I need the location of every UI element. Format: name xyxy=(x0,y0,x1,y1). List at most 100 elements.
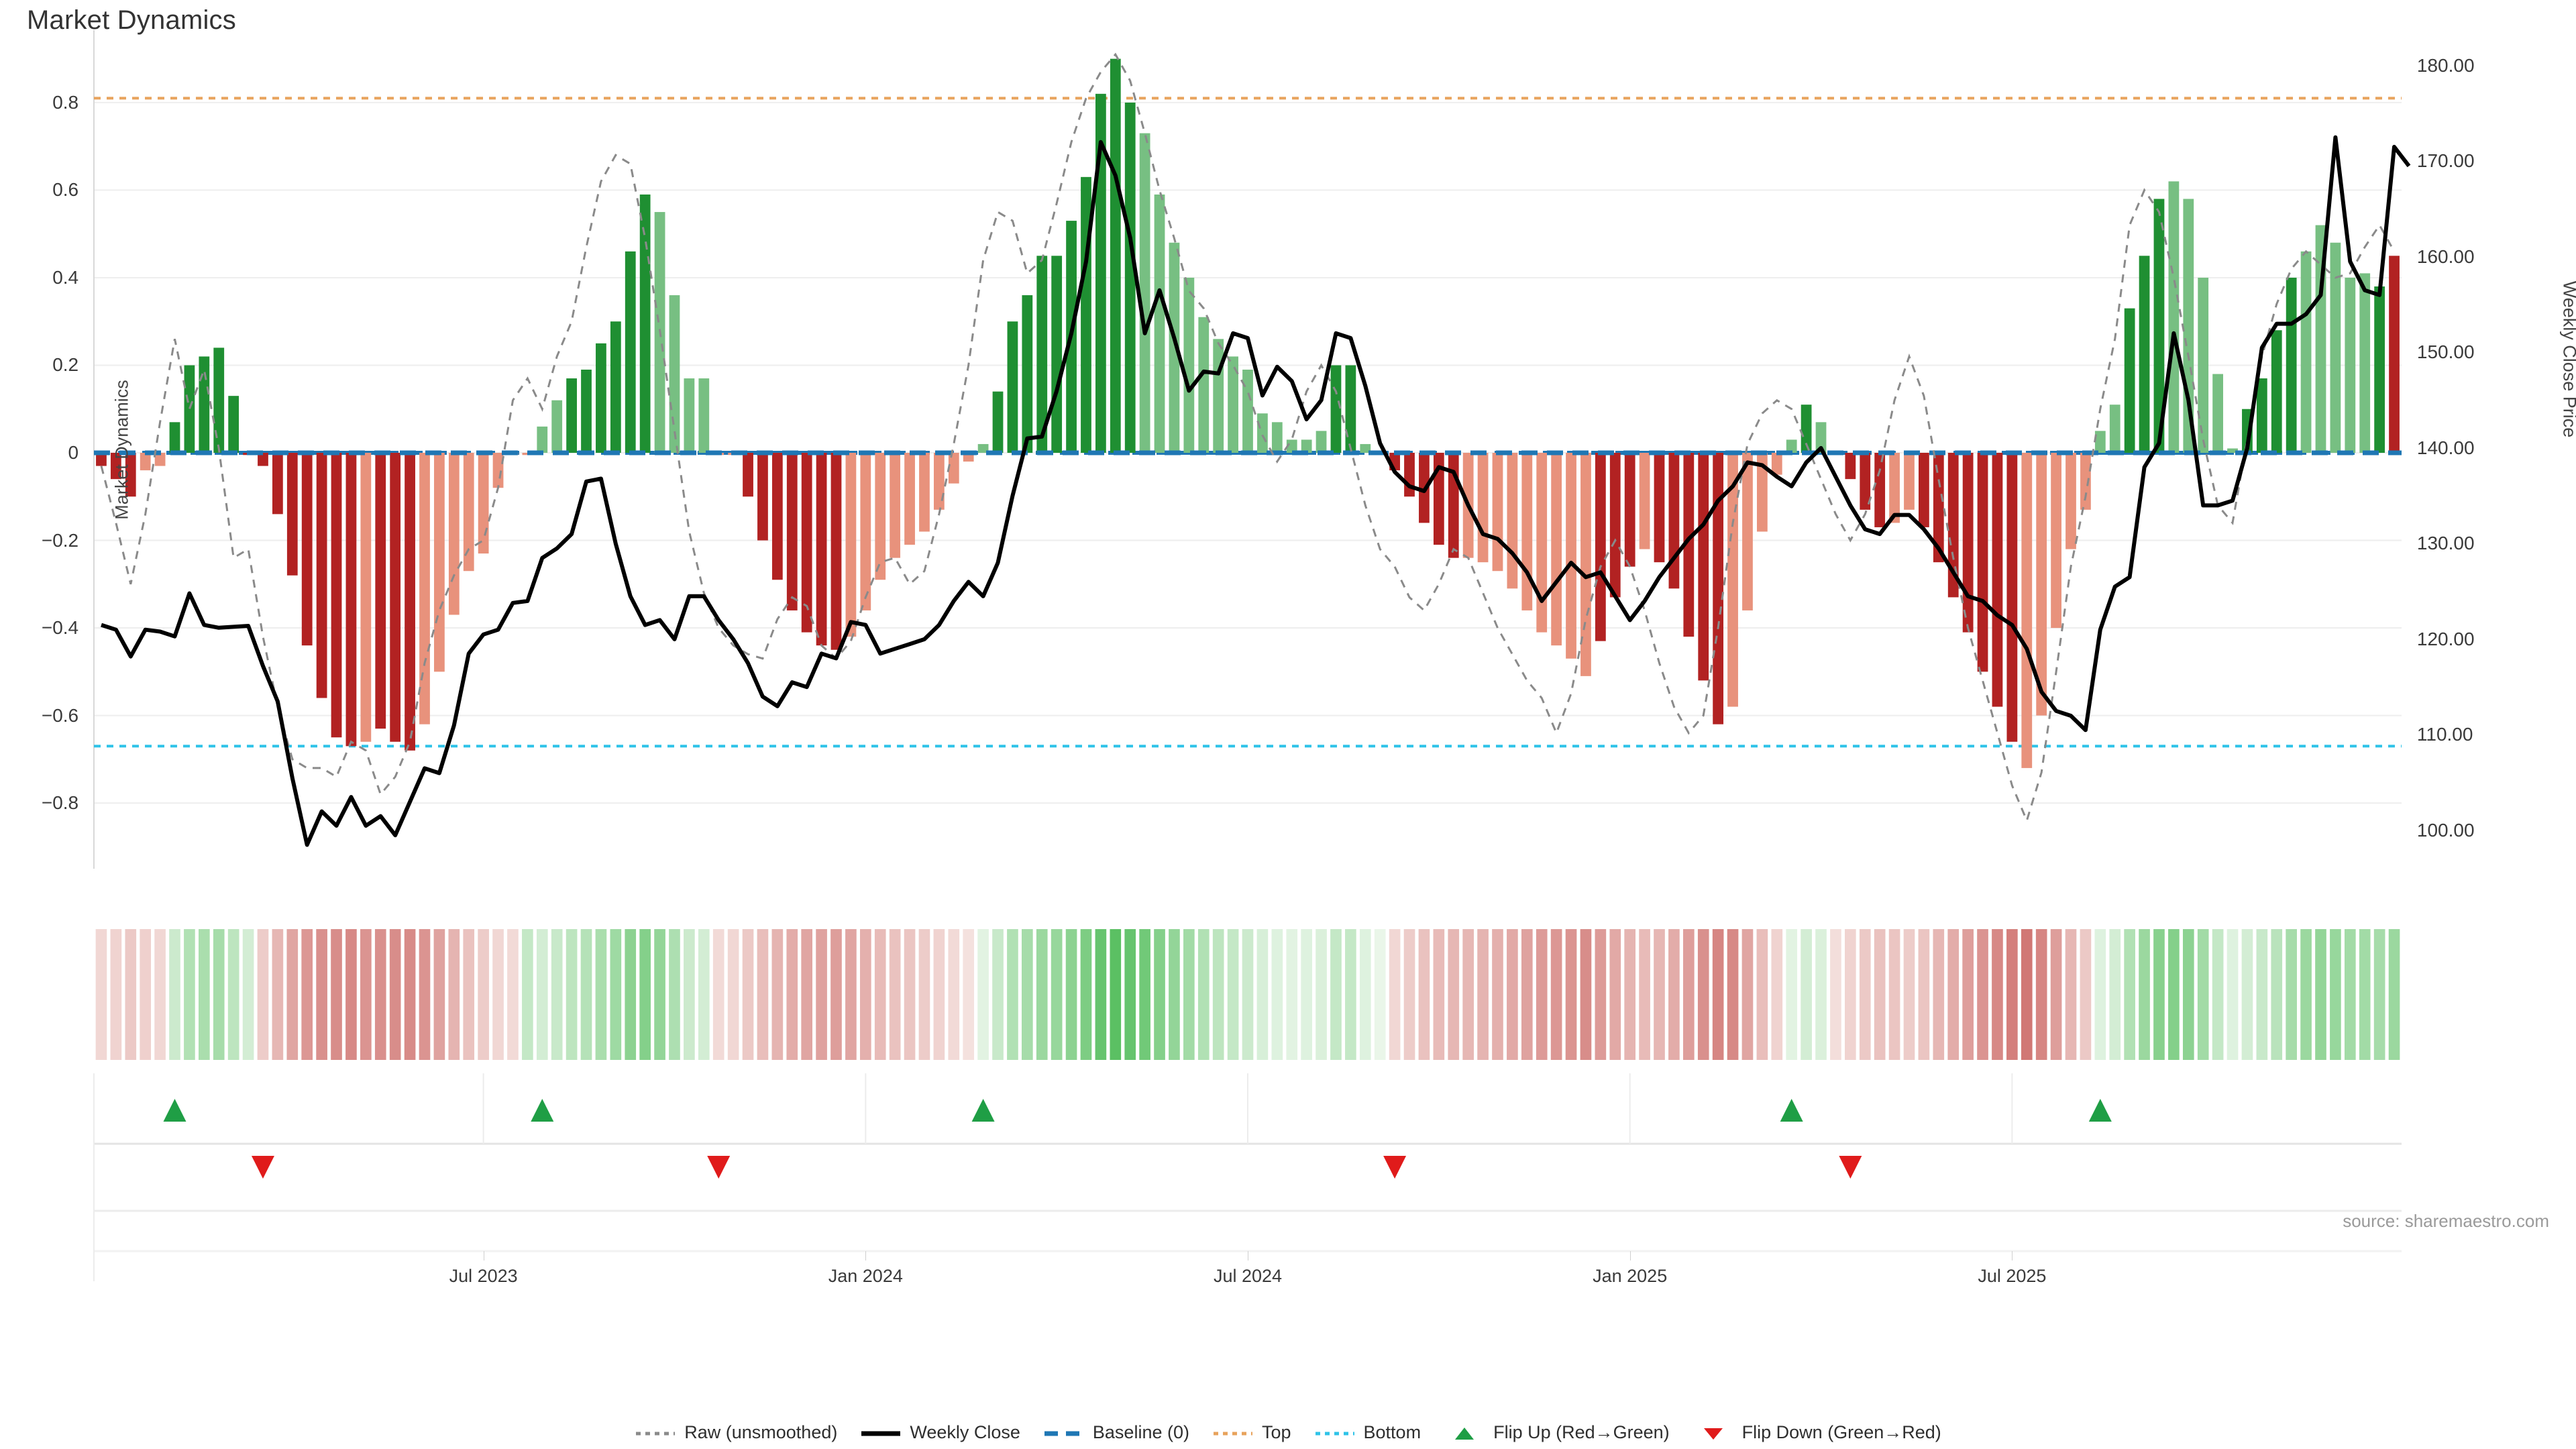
heatmap-cell xyxy=(1801,929,1812,1060)
heatmap-cell xyxy=(2182,929,2194,1060)
heatmap-cell xyxy=(1286,929,1298,1060)
bar xyxy=(1727,453,1738,707)
bar xyxy=(2286,277,2297,453)
bar xyxy=(1022,295,1033,453)
bar xyxy=(110,453,121,480)
bar xyxy=(1228,356,1238,453)
bar xyxy=(1095,93,1106,453)
flip-down-marker xyxy=(251,1156,274,1179)
heatmap-cell xyxy=(1271,929,1283,1060)
main-plot-svg xyxy=(93,30,2411,869)
bar xyxy=(816,453,827,646)
heatmap-cell xyxy=(463,929,475,1060)
bar xyxy=(1947,453,1959,598)
heatmap-cell xyxy=(1727,929,1739,1060)
bar xyxy=(610,321,621,453)
heatmap-cell xyxy=(1624,929,1636,1060)
bar xyxy=(1271,422,1283,453)
bar xyxy=(1110,58,1121,453)
heatmap-cell xyxy=(1521,929,1533,1060)
legend-item[interactable]: Flip Up (Red→Green) xyxy=(1444,1422,1670,1443)
x-axis-tick-label: Jul 2024 xyxy=(1213,1266,1283,1286)
y-axis-tick-left: −0.8 xyxy=(41,792,79,814)
legend-item[interactable]: Baseline (0) xyxy=(1043,1422,1189,1443)
y-axis-label-left: Market Dynamics xyxy=(111,380,132,520)
bar xyxy=(169,422,180,453)
raw-unsmoothed-line xyxy=(100,52,2396,824)
legend-item[interactable]: Flip Down (Green→Red) xyxy=(1693,1422,1941,1443)
heatmap-cell xyxy=(1859,929,1871,1060)
legend-item[interactable]: Raw (unsmoothed) xyxy=(635,1422,837,1443)
bar xyxy=(2124,308,2135,453)
bar xyxy=(463,453,474,572)
bar xyxy=(1198,317,1210,453)
bar xyxy=(2212,374,2224,453)
heatmap-cell xyxy=(1301,929,1312,1060)
heatmap-cell xyxy=(1786,929,1798,1060)
heatmap-cell xyxy=(1139,929,1150,1060)
bar xyxy=(919,453,930,532)
heatmap-cell xyxy=(2050,929,2062,1060)
legend-swatch-dotted-line xyxy=(1314,1426,1356,1440)
heatmap-cell xyxy=(1712,929,1724,1060)
legend-item[interactable]: Top xyxy=(1212,1422,1291,1443)
bar xyxy=(1242,370,1253,453)
legend-label: Weekly Close xyxy=(910,1422,1020,1442)
bar xyxy=(845,453,857,637)
bar xyxy=(625,251,636,453)
heatmap-cell xyxy=(1874,929,1886,1060)
flip-up-marker xyxy=(531,1099,554,1122)
x-axis-tick-mark xyxy=(1629,1251,1631,1260)
heatmap-cell xyxy=(2197,929,2209,1060)
bar xyxy=(1609,453,1621,598)
bar xyxy=(1566,453,1576,659)
x-axis-tick-label: Jul 2023 xyxy=(449,1266,518,1286)
y-axis-tick-right: 140.00 xyxy=(2416,437,2475,458)
heatmap-cell xyxy=(536,929,548,1060)
bar xyxy=(2374,286,2385,453)
heatmap-cell xyxy=(1051,929,1063,1060)
heatmap-cell xyxy=(698,929,710,1060)
legend-swatch-dotted-line xyxy=(1212,1426,1254,1440)
bar xyxy=(1330,365,1342,453)
bar xyxy=(1815,422,1827,453)
bar xyxy=(125,453,136,497)
bar xyxy=(1654,453,1665,563)
heatmap-cell xyxy=(1741,929,1754,1060)
legend-label: Flip Up (Red→Green) xyxy=(1493,1422,1670,1442)
bar xyxy=(1536,453,1548,633)
bar xyxy=(977,443,989,453)
heatmap-cell xyxy=(889,929,901,1060)
bar xyxy=(405,453,415,751)
heatmap-cell xyxy=(2271,929,2283,1060)
heatmap-cell xyxy=(801,929,813,1060)
bar xyxy=(1301,439,1312,453)
heatmap-cell xyxy=(1212,929,1224,1060)
heatmap-cell xyxy=(2109,929,2121,1060)
bar xyxy=(771,453,783,580)
heatmap-cell xyxy=(933,929,945,1060)
heatmap-cell xyxy=(742,929,754,1060)
bar xyxy=(199,356,210,453)
heatmap-cell xyxy=(771,929,784,1060)
heatmap-cell xyxy=(316,929,327,1060)
heatmap-cell xyxy=(2153,929,2165,1060)
legend-item[interactable]: Bottom xyxy=(1314,1422,1421,1443)
heatmap-cell xyxy=(1065,929,1077,1060)
heatmap-cell xyxy=(992,929,1004,1060)
heatmap-cell xyxy=(374,929,386,1060)
bar xyxy=(2389,256,2400,453)
bar xyxy=(743,453,753,497)
heatmap-cell xyxy=(1169,929,1180,1060)
bar xyxy=(1507,453,1518,589)
bar xyxy=(1801,405,1812,453)
bar xyxy=(2153,199,2165,453)
heatmap-cell xyxy=(1418,929,1430,1060)
y-axis-tick-left: 0.2 xyxy=(52,354,79,376)
heatmap-cell xyxy=(727,929,739,1060)
heatmap-cell xyxy=(1154,929,1165,1060)
heatmap-cell xyxy=(2094,929,2106,1060)
legend-item[interactable]: Weekly Close xyxy=(860,1422,1020,1443)
heatmap-cell xyxy=(2315,929,2326,1060)
heatmap-cell xyxy=(1565,929,1577,1060)
